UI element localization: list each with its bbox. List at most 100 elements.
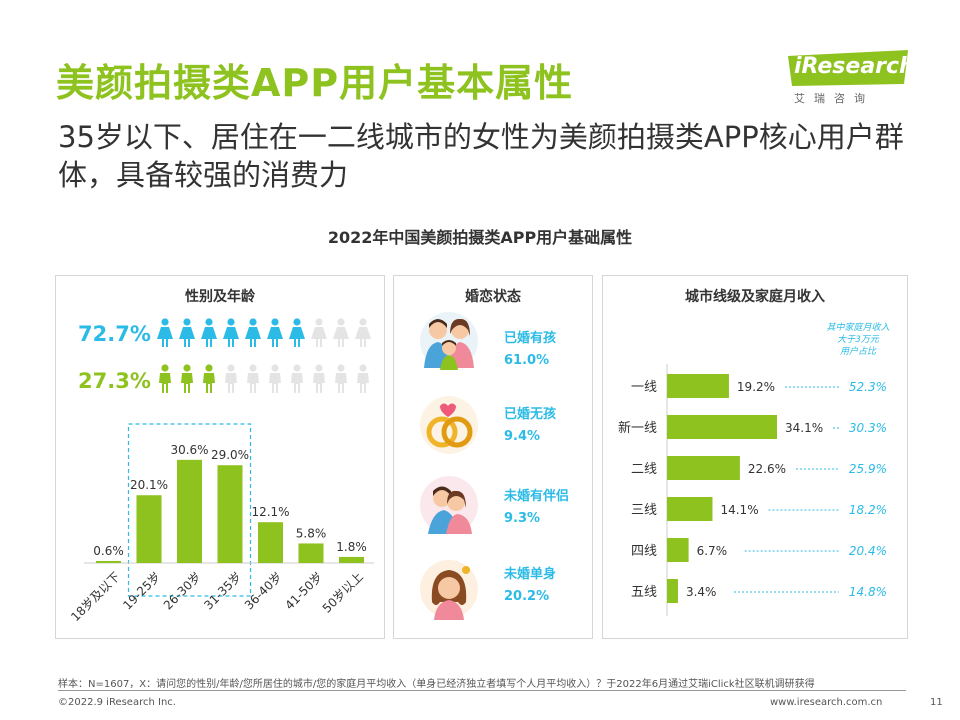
- age-bar: [96, 560, 121, 563]
- age-bar: [258, 522, 283, 563]
- income-share-value: 30.3%: [849, 421, 887, 435]
- city-bar-value: 6.7%: [697, 544, 728, 558]
- page-title: 美颜拍摄类APP用户基本属性: [56, 61, 574, 105]
- female-icon-row: [156, 318, 372, 348]
- gender-panel-title: 性别及年龄: [185, 289, 255, 305]
- city-bar-value: 22.6%: [748, 462, 786, 476]
- age-tick-label: 50岁以上: [319, 569, 366, 616]
- age-tick-label: 26-30岁: [160, 569, 204, 613]
- female-person-icon: [201, 318, 217, 347]
- chart-title: 2022年中国美颜拍摄类APP用户基础属性: [327, 228, 633, 247]
- male-icon-row: [156, 364, 372, 394]
- page-number: 11: [930, 697, 943, 708]
- city-bar-value: 19.2%: [737, 380, 775, 394]
- city-tick-label: 五线: [631, 585, 657, 600]
- female-person-icon: [355, 318, 371, 347]
- female-person-icon: [289, 318, 305, 347]
- marriage-value: 9.4%: [504, 429, 541, 444]
- age-tick-label: 31-35岁: [201, 569, 245, 613]
- marriage-value: 20.2%: [504, 589, 550, 604]
- marriage-label-unmarried-with-partner: 未婚有伴侣 9.3%: [504, 486, 569, 530]
- logo-cn-text: 艾瑞咨询: [794, 92, 874, 105]
- male-person-icon: [357, 364, 369, 393]
- marriage-label-married-with-kids: 已婚有孩 61.0%: [504, 328, 556, 372]
- website: www.iresearch.com.cn: [770, 697, 883, 708]
- city-bar: [667, 579, 678, 603]
- footnote: 样本：N=1607，X：请问您的性别/年龄/您所居住的城市/您的家庭月平均收入（…: [58, 679, 815, 690]
- city-tick-label: 三线: [631, 503, 657, 518]
- female-person-icon: [245, 318, 261, 347]
- marriage-value: 9.3%: [504, 511, 541, 526]
- female-person-icon: [223, 318, 239, 347]
- age-bar-value: 1.8%: [336, 540, 367, 554]
- age-bar-value: 0.6%: [93, 544, 124, 558]
- age-tick-label: 19-25岁: [120, 569, 164, 613]
- marriage-value: 61.0%: [504, 353, 550, 368]
- age-bar: [136, 495, 162, 563]
- age-bar-value: 12.1%: [251, 505, 289, 519]
- marriage-label-single: 未婚单身 20.2%: [504, 564, 556, 608]
- couple-icon: [420, 476, 478, 534]
- age-bar: [298, 543, 324, 563]
- male-person-icon: [313, 364, 325, 393]
- age-bar-value: 5.8%: [296, 526, 327, 540]
- age-bar: [177, 459, 202, 563]
- city-bar-value: 34.1%: [785, 421, 823, 435]
- gender-age-panel: 性别及年龄 72.7% 27.3% 0.6% 18岁及以下 20.1% 19-25岁 3…: [55, 275, 385, 639]
- single-woman-icon: [420, 560, 478, 620]
- marriage-panel: 婚恋状态 已婚有孩 61.0% 已婚无孩 9.4% 未婚有伴侣 9.3%: [393, 275, 593, 639]
- female-person-icon: [157, 318, 173, 347]
- city-bar: [667, 374, 729, 398]
- city-bar: [667, 415, 777, 439]
- female-person-icon: [333, 318, 349, 347]
- city-bar: [667, 497, 713, 521]
- age-bar-value: 20.1%: [130, 478, 168, 492]
- city-income-panel: 城市线级及家庭月收入 其中家庭月收入 大于3万元 用户占比 一线 19.2% 52.…: [602, 275, 908, 639]
- male-person-icon: [269, 364, 281, 393]
- male-person-icon: [291, 364, 303, 393]
- wedding-rings-icon: [420, 396, 478, 454]
- copyright: ©2022.9 iResearch Inc.: [58, 697, 176, 708]
- male-person-icon: [247, 364, 259, 393]
- male-person-icon: [181, 364, 193, 393]
- male-person-icon: [159, 364, 171, 393]
- income-share-value: 14.8%: [849, 585, 887, 599]
- age-bar-value: 29.0%: [211, 448, 249, 462]
- age-tick-label: 36-40岁: [241, 569, 285, 613]
- logo-badge-icon: [788, 50, 908, 86]
- city-bar-chart: 一线 19.2% 52.3% 新一线 34.1% 30.3% 二线 22.6% 25.9% 三线 1…: [618, 364, 887, 616]
- income-share-value: 20.4%: [849, 544, 887, 558]
- marriage-label-married-no-kids: 已婚无孩 9.4%: [504, 404, 556, 448]
- female-person-icon: [311, 318, 327, 347]
- city-tick-label: 新一线: [618, 420, 657, 436]
- footer-divider: [58, 690, 906, 691]
- city-bar: [667, 538, 689, 562]
- age-bar-value: 30.6%: [170, 443, 208, 457]
- female-person-icon: [267, 318, 283, 347]
- income-share-value: 25.9%: [849, 462, 887, 476]
- city-panel-title: 城市线级及家庭月收入: [685, 289, 825, 305]
- income-share-value: 18.2%: [849, 503, 887, 517]
- age-bar-chart: 0.6% 18岁及以下 20.1% 19-25岁 30.6% 26-30岁 29.0% 31-…: [67, 423, 374, 624]
- city-tick-label: 一线: [631, 380, 657, 395]
- page-subtitle: 35岁以下、居住在一二线城市的女性为美颜拍摄类APP核心用户群体，具备较强的消费…: [58, 120, 904, 192]
- logo-wordmark: iResearch: [794, 54, 915, 79]
- female-person-icon: [179, 318, 195, 347]
- age-bar: [339, 556, 364, 563]
- city-bar-value: 3.4%: [686, 585, 717, 599]
- income-note: 其中家庭月收入 大于3万元 用户占比: [826, 323, 890, 357]
- male-person-icon: [203, 364, 215, 393]
- female-percent: 72.7%: [78, 322, 151, 346]
- income-share-value: 52.3%: [849, 380, 887, 394]
- city-tick-label: 二线: [631, 462, 657, 477]
- marriage-panel-title: 婚恋状态: [465, 289, 521, 305]
- city-bar: [667, 456, 740, 480]
- family-icon: [420, 312, 478, 370]
- city-bar-value: 14.1%: [720, 503, 758, 517]
- age-tick-label: 18岁及以下: [67, 569, 122, 624]
- age-bar: [217, 465, 243, 563]
- male-person-icon: [225, 364, 237, 393]
- male-percent: 27.3%: [78, 369, 151, 393]
- city-tick-label: 四线: [631, 544, 657, 559]
- male-person-icon: [335, 364, 347, 393]
